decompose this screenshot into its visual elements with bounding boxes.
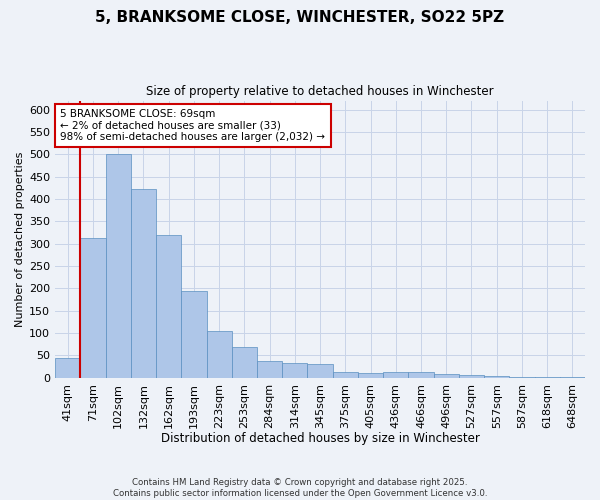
Title: Size of property relative to detached houses in Winchester: Size of property relative to detached ho… — [146, 85, 494, 98]
Text: 5 BRANKSOME CLOSE: 69sqm
← 2% of detached houses are smaller (33)
98% of semi-de: 5 BRANKSOME CLOSE: 69sqm ← 2% of detache… — [61, 109, 325, 142]
Bar — [383, 372, 409, 378]
Bar — [484, 376, 509, 378]
Bar — [282, 362, 307, 378]
X-axis label: Distribution of detached houses by size in Winchester: Distribution of detached houses by size … — [161, 432, 479, 445]
Bar — [307, 364, 332, 378]
Bar — [509, 377, 535, 378]
Bar — [181, 291, 206, 378]
Bar — [434, 374, 459, 378]
Bar — [80, 238, 106, 378]
Bar — [156, 235, 181, 378]
Bar — [459, 375, 484, 378]
Bar — [206, 332, 232, 378]
Bar — [131, 188, 156, 378]
Text: 5, BRANKSOME CLOSE, WINCHESTER, SO22 5PZ: 5, BRANKSOME CLOSE, WINCHESTER, SO22 5PZ — [95, 10, 505, 25]
Bar — [358, 373, 383, 378]
Y-axis label: Number of detached properties: Number of detached properties — [15, 152, 25, 327]
Bar — [409, 372, 434, 378]
Bar — [106, 154, 131, 378]
Bar — [257, 362, 282, 378]
Bar — [55, 358, 80, 378]
Bar — [232, 346, 257, 378]
Bar — [332, 372, 358, 378]
Text: Contains HM Land Registry data © Crown copyright and database right 2025.
Contai: Contains HM Land Registry data © Crown c… — [113, 478, 487, 498]
